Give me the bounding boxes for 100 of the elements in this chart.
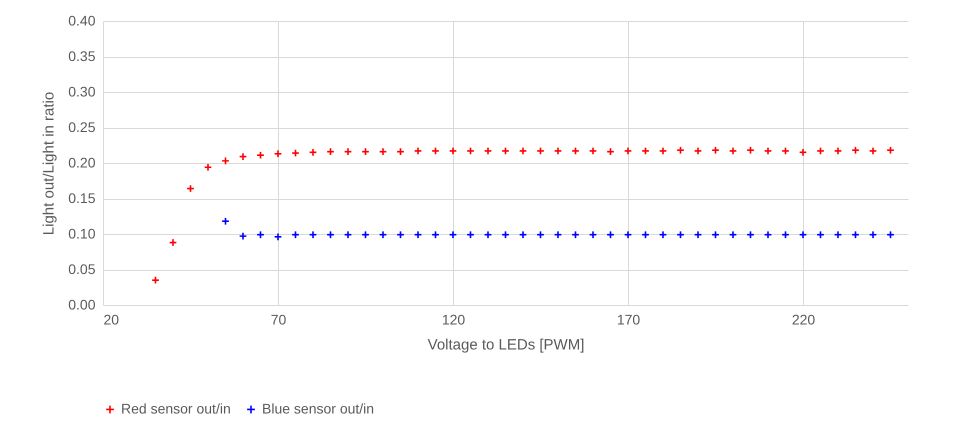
point xyxy=(658,146,668,156)
point xyxy=(816,146,825,156)
point xyxy=(484,146,492,156)
point xyxy=(448,146,458,156)
point xyxy=(238,232,248,240)
y-tick-label: 0.40 xyxy=(68,12,96,28)
point xyxy=(518,146,528,156)
x-tick-label: 170 xyxy=(616,312,640,328)
point xyxy=(571,230,580,239)
point xyxy=(816,230,825,239)
point xyxy=(326,230,335,239)
x-axis-title: Voltage to LEDs [PWM] xyxy=(428,336,584,354)
x-tick-label: 70 xyxy=(270,312,286,328)
point xyxy=(308,148,318,157)
point xyxy=(414,230,422,239)
point xyxy=(588,230,598,239)
y-tick-label: 0.10 xyxy=(68,226,96,242)
point xyxy=(448,230,458,239)
point xyxy=(694,146,702,156)
point xyxy=(624,230,632,239)
point xyxy=(291,148,300,158)
point xyxy=(886,146,895,154)
point xyxy=(466,146,475,156)
point xyxy=(204,163,212,172)
point xyxy=(361,147,370,156)
point xyxy=(746,230,755,239)
point xyxy=(536,230,545,239)
point xyxy=(641,146,650,156)
point xyxy=(151,276,160,284)
point xyxy=(308,230,318,239)
point xyxy=(676,146,685,154)
point xyxy=(431,230,440,239)
x-tick-label: 220 xyxy=(792,312,816,328)
point xyxy=(274,150,282,158)
point xyxy=(501,230,510,239)
point xyxy=(378,230,388,239)
point xyxy=(624,146,632,156)
point xyxy=(256,230,265,239)
y-tick-label: 0.00 xyxy=(68,296,96,312)
point xyxy=(414,146,422,156)
point xyxy=(781,230,790,239)
point xyxy=(798,148,808,157)
x-tick-label: 120 xyxy=(442,312,466,328)
point xyxy=(781,146,790,156)
point xyxy=(676,230,685,239)
point xyxy=(466,230,475,239)
point xyxy=(554,230,562,239)
point xyxy=(728,230,738,239)
point xyxy=(851,230,860,239)
point xyxy=(238,152,248,161)
y-tick-label: 0.20 xyxy=(68,154,96,170)
point xyxy=(641,230,650,239)
point xyxy=(764,230,772,239)
point xyxy=(326,147,335,156)
point xyxy=(484,230,492,239)
point xyxy=(291,230,300,239)
point xyxy=(658,230,668,239)
point xyxy=(256,151,265,160)
point xyxy=(798,230,808,239)
point xyxy=(501,146,510,156)
point xyxy=(746,146,755,154)
point xyxy=(764,146,772,156)
point xyxy=(344,147,352,156)
point xyxy=(186,184,195,193)
x-tick-label: 20 xyxy=(104,312,120,328)
y-axis-title: Light out/Light in ratio xyxy=(40,92,58,236)
y-tick-label: 0.15 xyxy=(68,190,96,206)
point xyxy=(571,146,580,156)
point xyxy=(728,146,738,156)
legend-label: Blue sensor out/in xyxy=(262,400,374,416)
point xyxy=(221,156,230,166)
point xyxy=(694,230,702,239)
point xyxy=(396,147,405,156)
point xyxy=(536,146,545,156)
point xyxy=(221,217,230,226)
point xyxy=(361,230,370,239)
point xyxy=(886,230,895,239)
point xyxy=(588,146,598,156)
point xyxy=(711,230,720,239)
y-tick-label: 0.25 xyxy=(68,119,96,135)
point xyxy=(868,230,878,239)
y-tick-label: 0.30 xyxy=(68,84,96,100)
point xyxy=(606,230,615,239)
point xyxy=(274,232,282,241)
point xyxy=(344,230,352,239)
y-tick-label: 0.35 xyxy=(68,48,96,64)
point xyxy=(378,147,388,156)
point xyxy=(431,146,440,156)
point xyxy=(518,230,528,239)
point xyxy=(554,146,562,156)
point xyxy=(168,238,178,247)
legend-label: Red sensor out/in xyxy=(121,400,231,416)
point xyxy=(396,230,405,239)
y-tick-label: 0.05 xyxy=(68,261,96,277)
point xyxy=(606,147,615,156)
point xyxy=(868,146,878,156)
point xyxy=(851,146,860,154)
point xyxy=(711,146,720,154)
point xyxy=(834,230,842,239)
point xyxy=(834,146,842,156)
